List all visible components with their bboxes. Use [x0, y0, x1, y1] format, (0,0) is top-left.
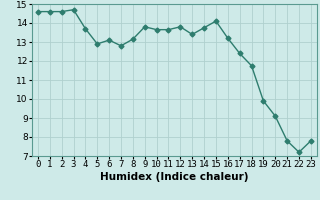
- X-axis label: Humidex (Indice chaleur): Humidex (Indice chaleur): [100, 172, 249, 182]
